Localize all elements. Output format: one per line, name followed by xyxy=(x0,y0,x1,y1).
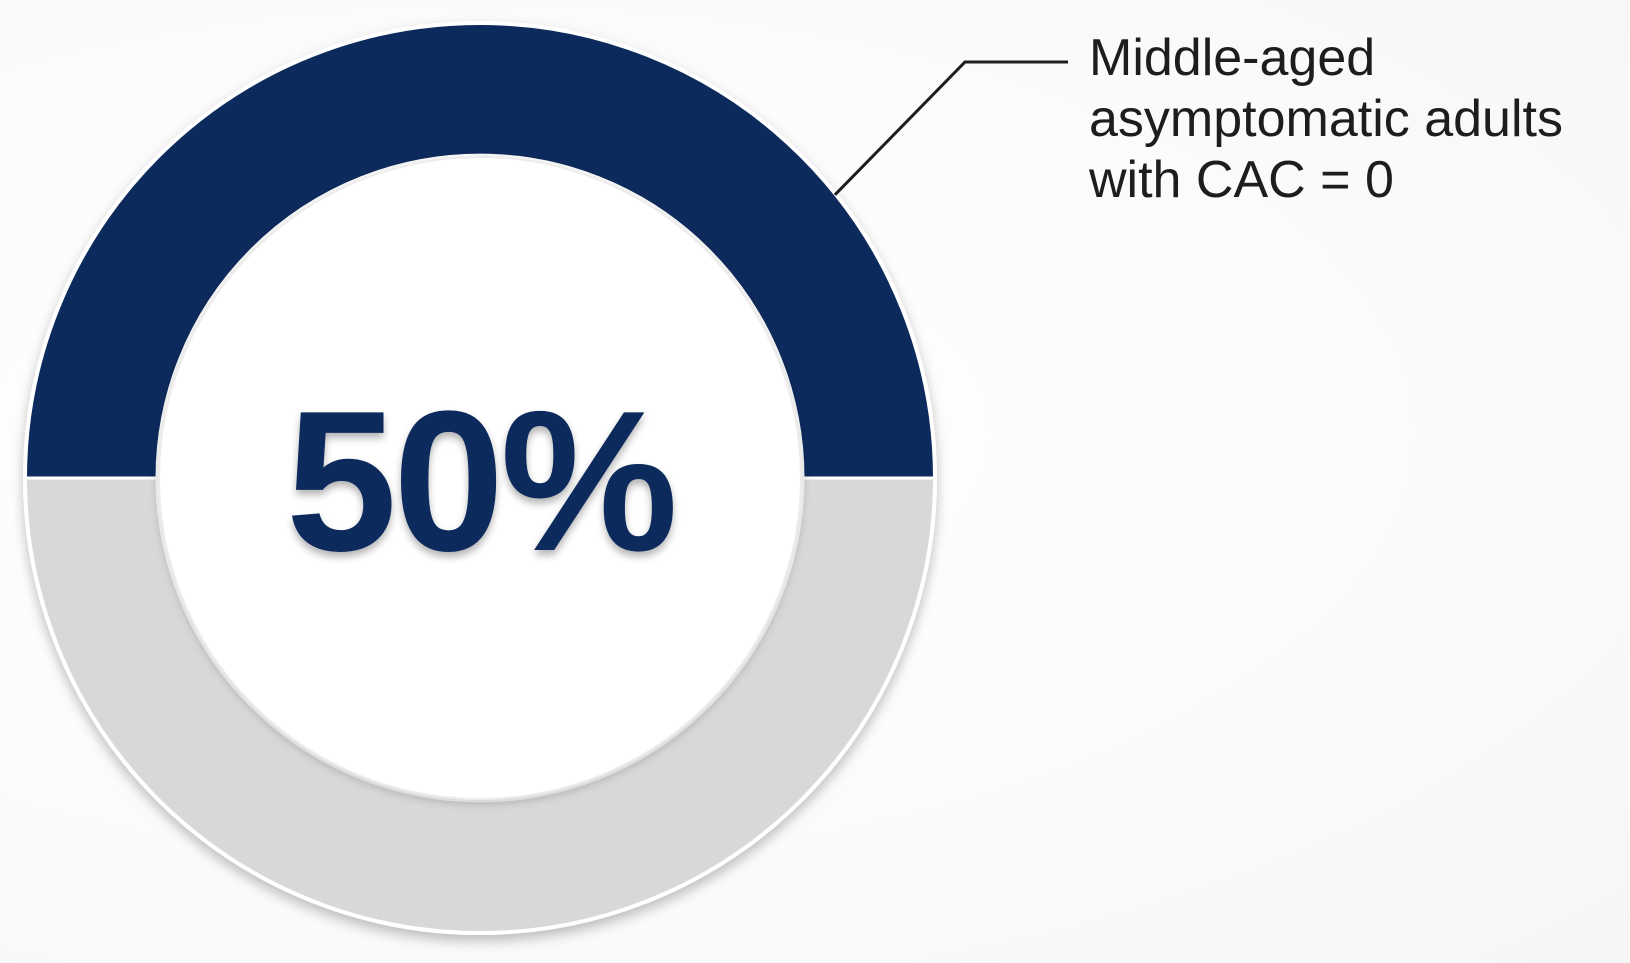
annotation-line-1: Middle-aged xyxy=(1089,29,1376,87)
donut-hole xyxy=(158,156,802,800)
center-percentage-label: 50% xyxy=(286,370,674,593)
slice-annotation: Middle-aged asymptomatic adults with CAC… xyxy=(1089,28,1629,211)
annotation-line-2: asymptomatic adults xyxy=(1089,90,1563,148)
annotation-line-3: with CAC = 0 xyxy=(1089,151,1394,209)
annotation-leader-line xyxy=(833,60,1068,196)
donut-outer-rim xyxy=(23,21,937,935)
donut-ring xyxy=(23,21,937,935)
